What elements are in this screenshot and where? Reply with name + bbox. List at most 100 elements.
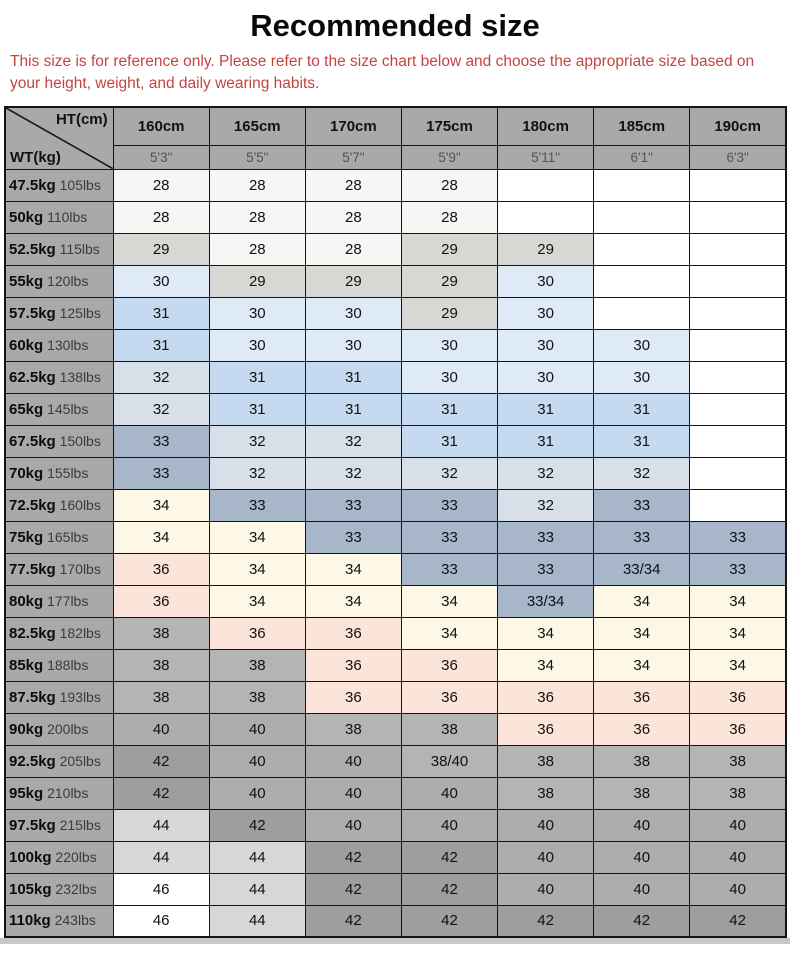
- size-cell: 29: [400, 296, 499, 330]
- weight-row-label: 52.5kg 115lbs: [4, 232, 114, 266]
- table-row: 92.5kg 205lbs 42 40 40 38/40 38 38 38: [4, 744, 787, 778]
- size-cell: 29: [112, 232, 210, 266]
- size-cell: 40: [400, 776, 499, 810]
- size-cell: 38: [112, 680, 210, 714]
- height-ft-header: 5'11": [497, 144, 595, 170]
- ht-axis-label: HT(cm): [55, 111, 108, 128]
- size-cell: 34: [304, 552, 402, 586]
- size-cell: 40: [304, 744, 402, 778]
- diagonal-divider: [6, 108, 113, 168]
- size-cell: 42: [304, 840, 402, 874]
- size-cell: 31: [112, 328, 210, 362]
- height-ft-header: 5'5": [208, 144, 306, 170]
- table-row: 47.5kg 105lbs 28 28 28 28: [4, 168, 787, 202]
- table-row: 90kg 200lbs 40 40 38 38 36 36 36: [4, 712, 787, 746]
- size-cell: 44: [208, 904, 306, 938]
- size-cell: 31: [593, 424, 691, 458]
- size-cell: 40: [304, 808, 402, 842]
- height-ft-header: 6'3": [689, 144, 787, 170]
- size-cell: 32: [304, 424, 402, 458]
- header-row-ft: 5'3" 5'5" 5'7" 5'9" 5'11" 6'1" 6'3": [5, 144, 787, 170]
- table-row: 70kg 155lbs 33 32 32 32 32 32: [4, 456, 787, 490]
- size-cell: 28: [112, 168, 210, 202]
- size-cell: 42: [400, 872, 499, 906]
- weight-row-label: 70kg 155lbs: [4, 456, 114, 490]
- weight-row-label: 67.5kg 150lbs: [4, 424, 114, 458]
- size-cell: [689, 424, 787, 458]
- size-cell: 31: [400, 424, 499, 458]
- size-cell: 44: [208, 840, 306, 874]
- size-cell: 31: [593, 392, 691, 426]
- table-row: 95kg 210lbs 42 40 40 40 38 38 38: [4, 776, 787, 810]
- table-row: 82.5kg 182lbs 38 36 36 34 34 34 34: [4, 616, 787, 650]
- size-cell: 42: [112, 776, 210, 810]
- size-cell: 44: [112, 840, 210, 874]
- table-row: 80kg 177lbs 36 34 34 34 33/34 34 34: [4, 584, 787, 618]
- size-cell: 30: [304, 296, 402, 330]
- bottom-edge-strip: [0, 938, 790, 944]
- size-cell: [689, 168, 787, 202]
- table-row: 52.5kg 115lbs 29 28 28 29 29: [4, 232, 787, 266]
- weight-row-label: 55kg 120lbs: [4, 264, 114, 298]
- size-cell: 33: [112, 424, 210, 458]
- weight-row-label: 57.5kg 125lbs: [4, 296, 114, 330]
- weight-row-label: 87.5kg 193lbs: [4, 680, 114, 714]
- size-cell: 28: [208, 232, 306, 266]
- size-cell: [593, 296, 691, 330]
- weight-row-label: 65kg 145lbs: [4, 392, 114, 426]
- size-cell: [689, 328, 787, 362]
- size-cell: 40: [208, 712, 306, 746]
- table-row: 97.5kg 215lbs 44 42 40 40 40 40 40: [4, 808, 787, 842]
- size-cell: 40: [689, 840, 787, 874]
- weight-row-label: 82.5kg 182lbs: [4, 616, 114, 650]
- size-cell: 28: [304, 232, 402, 266]
- size-cell: 29: [400, 232, 499, 266]
- header-row-cm: HT(cm) WT(kg) 160cm 165cm 170cm 175cm 180cm 1…: [4, 106, 787, 170]
- size-cell: 31: [304, 360, 402, 394]
- wt-axis-label: WT(kg): [10, 148, 61, 166]
- table-row: 85kg 188lbs 38 38 36 36 34 34 34: [4, 648, 787, 682]
- size-cell: 33: [304, 488, 402, 522]
- size-cell: 42: [593, 904, 691, 938]
- size-cell: 36: [304, 680, 402, 714]
- size-cell: 36: [304, 648, 402, 682]
- size-cell: 36: [593, 680, 691, 714]
- size-cell: 32: [593, 456, 691, 490]
- size-cell: 42: [208, 808, 306, 842]
- size-cell: 34: [400, 616, 499, 650]
- size-cell: 42: [689, 904, 787, 938]
- size-cell: [497, 200, 595, 234]
- size-cell: 33: [689, 552, 787, 586]
- size-cell: 34: [497, 616, 595, 650]
- size-cell: 44: [208, 872, 306, 906]
- size-cell: 32: [497, 456, 595, 490]
- size-cell: 29: [497, 232, 595, 266]
- size-cell: 38: [689, 776, 787, 810]
- size-cell: 29: [400, 264, 499, 298]
- size-cell: [689, 264, 787, 298]
- size-cell: 32: [112, 360, 210, 394]
- height-cm-header: 160cm: [112, 106, 210, 146]
- size-cell: 28: [304, 200, 402, 234]
- size-cell: 33: [304, 520, 402, 554]
- size-cell: 30: [497, 360, 595, 394]
- size-cell: [689, 360, 787, 394]
- table-row: 72.5kg 160lbs 34 33 33 33 32 33: [4, 488, 787, 522]
- size-cell: 38: [208, 648, 306, 682]
- size-cell: 31: [112, 296, 210, 330]
- size-cell: 28: [400, 200, 499, 234]
- weight-row-label: 50kg 110lbs: [4, 200, 114, 234]
- size-cell: 34: [593, 616, 691, 650]
- size-cell: 33/34: [497, 584, 595, 618]
- size-cell: 42: [400, 904, 499, 938]
- size-cell: 36: [400, 680, 499, 714]
- size-cell: 33: [497, 552, 595, 586]
- size-cell: 30: [593, 328, 691, 362]
- size-cell: 40: [497, 872, 595, 906]
- height-cm-header: 180cm: [497, 106, 595, 146]
- size-cell: 34: [208, 520, 306, 554]
- size-cell: 34: [593, 648, 691, 682]
- size-cell: 33/34: [593, 552, 691, 586]
- size-cell: 31: [304, 392, 402, 426]
- size-cell: 38: [497, 744, 595, 778]
